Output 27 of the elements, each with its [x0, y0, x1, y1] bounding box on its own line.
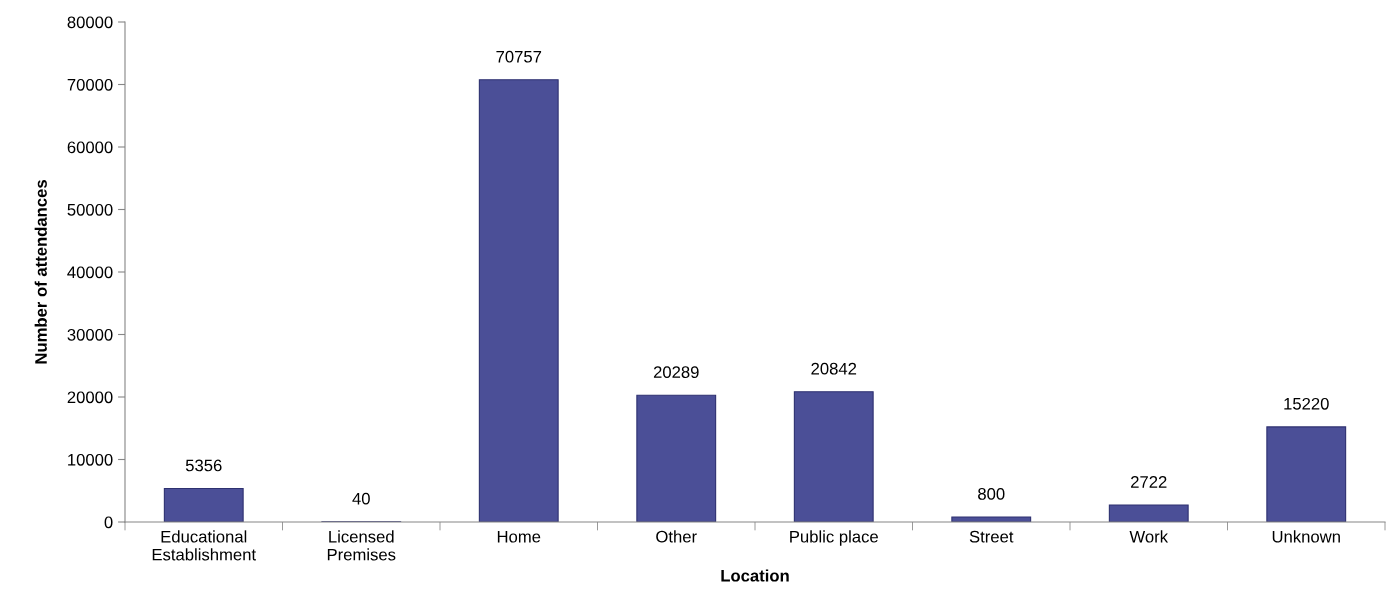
x-tick-label: Home	[497, 530, 541, 543]
y-tick-label: 30000	[67, 328, 113, 341]
x-tick-label: Educational Establishment	[152, 530, 256, 561]
y-tick-label: 0	[104, 516, 113, 529]
y-tick-label: 50000	[67, 203, 113, 216]
x-tick-label: Work	[1129, 530, 1169, 543]
y-axis-title: Number of attendances	[34, 180, 47, 364]
x-tick-label: Licensed Premises	[327, 530, 396, 561]
y-tick-label: 60000	[67, 141, 113, 154]
data-label: 70757	[496, 50, 542, 63]
data-label: 800	[978, 488, 1005, 500]
y-tick-label: 40000	[67, 266, 113, 279]
x-tick-label: Public place	[790, 530, 878, 546]
x-axis-title: Location	[721, 569, 789, 582]
y-tick-label: 20000	[67, 391, 113, 404]
data-label: 2722	[1131, 476, 1167, 488]
x-tick-label: Unknown	[1272, 530, 1340, 543]
x-tick-label: Street	[969, 530, 1014, 543]
data-label: 40	[352, 492, 370, 505]
data-label: 15220	[1284, 397, 1329, 410]
y-tick-label: 10000	[68, 453, 113, 466]
data-label: 20289	[653, 366, 699, 379]
y-tick-label: 80000	[67, 16, 113, 29]
x-tick-label: Other	[656, 530, 697, 543]
data-label: 20842	[811, 362, 857, 375]
y-tick-label: 70000	[67, 78, 113, 91]
data-label: 5356	[185, 459, 222, 472]
